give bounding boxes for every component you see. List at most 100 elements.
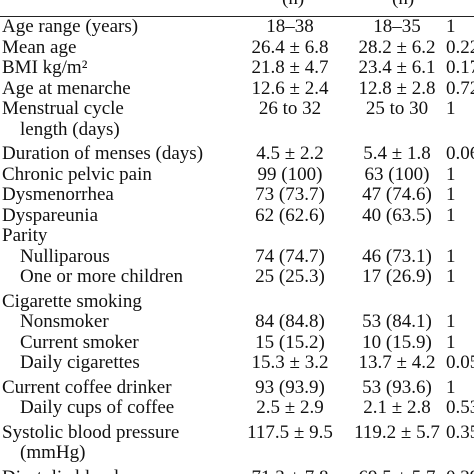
row-label: Current smoker <box>20 331 139 353</box>
p-value <box>444 226 474 247</box>
group1-value <box>230 443 350 464</box>
group1-value: 15.3 ± 3.2 <box>251 352 329 373</box>
p-value: 1 <box>446 163 456 185</box>
group1-value <box>230 288 350 313</box>
group2-value: 23.4 ± 6.1 <box>358 57 436 78</box>
group2-value <box>350 120 444 141</box>
group2-value: 63 (100) <box>364 163 430 185</box>
group1-value: 21.8 ± 4.7 <box>251 57 329 78</box>
group2-value: 13.7 ± 4.2 <box>358 352 436 373</box>
group1-value: 74 (74.7) <box>255 245 325 267</box>
group1-value: 15 (15.2) <box>255 331 325 353</box>
table-row: Nulliparous 74 (74.7) 46 (73.1) 1 <box>0 245 474 268</box>
group1-value: 117.5 ± 9.5 <box>247 421 333 443</box>
group1-value <box>230 226 350 247</box>
group1-value: 26.4 ± 6.8 <box>251 36 329 58</box>
p-value: 1 <box>446 184 456 205</box>
group1-value: 73 (73.7) <box>255 184 325 205</box>
row-label: length (days) <box>20 118 120 140</box>
table-row: BMI kg/m² 21.8 ± 4.7 23.4 ± 6.1 0.17 <box>0 57 474 79</box>
table-row: Current smoker 15 (15.2) 10 (15.9) 1 <box>0 331 474 354</box>
table-row: length (days) <box>0 118 474 141</box>
table-row: Daily cigarettes 15.3 ± 3.2 13.7 ± 4.2 0.05 <box>0 352 474 374</box>
row-label: Mean age <box>2 36 77 58</box>
table-row: Dyspareunia 62 (62.6) 40 (63.5) 1 <box>0 204 474 227</box>
p-value: 1 <box>446 266 456 287</box>
table-row: Daily cups of coffee 2.5 ± 2.9 2.1 ± 2.8 0.… <box>0 397 474 419</box>
table-row: Menstrual cycle 26 to 32 25 to 30 1 <box>0 98 474 120</box>
group1-value: 93 (93.9) <box>255 376 325 398</box>
row-label: Systolic blood pressure <box>2 421 180 443</box>
table-row: Parity <box>0 225 474 247</box>
table-body: Age range (years) 18–38 18–35 1 Mean age 26.4… <box>0 16 474 474</box>
group2-value: 18–35 <box>373 16 421 37</box>
p-value: 1 <box>446 98 456 119</box>
table-row: Current coffee drinker 93 (93.9) 53 (93.6)… <box>0 374 474 399</box>
table-row: Nonsmoker 84 (84.8) 53 (84.1) 1 <box>0 311 474 333</box>
group1-value: 12.6 ± 2.4 <box>251 77 329 99</box>
group2-value <box>350 443 444 464</box>
characteristics-table: Age range (years) 18–38 18–35 1 Mean age 26.4… <box>0 16 474 474</box>
p-value: 1 <box>446 245 456 267</box>
group1-value: 18–38 <box>266 16 314 37</box>
group1-value: 2.5 ± 2.9 <box>256 397 324 418</box>
row-label: Menstrual cycle <box>2 98 124 119</box>
p-value <box>444 443 474 464</box>
row-label: Dyspareunia <box>2 204 99 226</box>
group1-value: 71.3 ± 7.8 <box>230 464 350 474</box>
table-row: Cigarette smoking <box>0 288 474 313</box>
group1-value: 4.5 ± 2.2 <box>256 143 324 164</box>
row-label: Chronic pelvic pain <box>2 163 152 185</box>
row-label: (mmHg) <box>20 442 86 463</box>
table-row: One or more children 25 (25.3) 17 (26.9) 1 <box>0 266 474 288</box>
group2-value: 53 (84.1) <box>362 311 432 332</box>
table-row: Mean age 26.4 ± 6.8 28.2 ± 6.2 0.22 <box>0 36 474 59</box>
p-value <box>444 288 474 313</box>
table-row: Age at menarche 12.6 ± 2.4 12.8 ± 2.8 0.72 <box>0 77 474 100</box>
row-label: Daily cigarettes <box>20 352 140 373</box>
p-value: 1 <box>446 311 456 332</box>
p-value: 0.17 <box>446 57 474 78</box>
row-label: Diastolic blood pressure <box>0 464 230 474</box>
group2-value <box>350 226 444 247</box>
group2-value: 40 (63.5) <box>362 204 432 226</box>
table-row: Chronic pelvic pain 99 (100) 63 (100) 1 <box>0 163 474 186</box>
group2-value: 17 (26.9) <box>362 266 432 287</box>
row-label: BMI kg/m² <box>2 57 88 78</box>
group2-value: 69.5 ± 5.7 <box>350 464 444 474</box>
group1-value: 84 (84.8) <box>255 311 325 332</box>
header-fragment-1: (n) <box>282 0 304 9</box>
table-row: Dysmenorrhea 73 (73.7) 47 (74.6) 1 <box>0 184 474 206</box>
p-value: 1 <box>446 16 456 37</box>
row-label: Daily cups of coffee <box>20 397 175 418</box>
p-value: 1 <box>446 204 456 226</box>
p-value: 1 <box>446 376 456 398</box>
p-value: 1 <box>446 331 456 353</box>
table-row: Diastolic blood pressure71.3 ± 7.869.5 ±… <box>0 464 474 474</box>
group1-value: 99 (100) <box>257 163 323 185</box>
p-value: 0.53 <box>446 397 474 418</box>
p-value: 0.72 <box>446 77 474 99</box>
group2-value: 5.4 ± 1.8 <box>363 143 431 164</box>
group2-value: 10 (15.9) <box>362 331 432 353</box>
group1-value: 26 to 32 <box>258 98 322 119</box>
p-value: 0.35 <box>446 421 474 443</box>
header-rule <box>0 16 474 17</box>
table-row: (mmHg) <box>0 442 474 464</box>
group2-value: 28.2 ± 6.2 <box>358 36 436 58</box>
group2-value: 47 (74.6) <box>362 184 432 205</box>
group1-value <box>230 120 350 141</box>
table-row: Systolic blood pressure 117.5 ± 9.5 119.2 … <box>0 419 474 444</box>
group2-value: 46 (73.1) <box>362 245 432 267</box>
row-label: Age at menarche <box>2 77 131 99</box>
row-label: Parity <box>2 225 48 246</box>
row-label: Nonsmoker <box>20 311 109 332</box>
header-fragment-2: (n) <box>392 0 414 9</box>
p-value: 0.29 <box>444 464 474 474</box>
p-value: 0.05 <box>446 352 474 373</box>
group1-value: 25 (25.3) <box>255 266 325 287</box>
row-label: One or more children <box>20 266 184 287</box>
group2-value: 119.2 ± 5.7 <box>354 421 440 443</box>
row-label: Dysmenorrhea <box>2 184 114 205</box>
